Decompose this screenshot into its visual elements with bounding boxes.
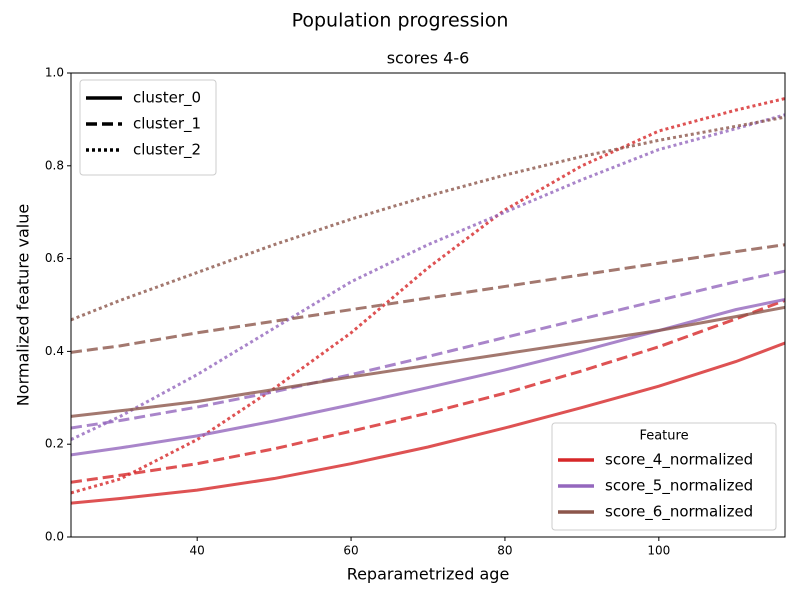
series-line bbox=[71, 297, 785, 457]
legend-box bbox=[551, 422, 777, 531]
x-tick-label: 80 bbox=[497, 544, 512, 558]
legend-label: cluster_1 bbox=[133, 115, 201, 134]
y-tick-label: 0.8 bbox=[45, 158, 64, 172]
y-tick-label: 0.0 bbox=[45, 530, 64, 544]
x-tick-label: 40 bbox=[190, 544, 205, 558]
chart-subtitle: scores 4-6 bbox=[387, 49, 470, 68]
series-line bbox=[71, 97, 785, 495]
y-tick-label: 1.0 bbox=[45, 66, 64, 80]
y-tick-label: 0.2 bbox=[45, 437, 64, 451]
series-line bbox=[71, 269, 785, 430]
legend-label: cluster_2 bbox=[133, 141, 201, 160]
legend-label: score_5_normalized bbox=[605, 477, 753, 496]
x-tick-label: 60 bbox=[343, 544, 358, 558]
series-line bbox=[71, 305, 785, 418]
chart-title: Population progression bbox=[292, 10, 509, 32]
legend-label: cluster_0 bbox=[133, 89, 201, 108]
y-tick-label: 0.4 bbox=[45, 344, 64, 358]
y-axis-label: Normalized feature value bbox=[14, 204, 33, 406]
legend-title: Feature bbox=[639, 429, 688, 444]
series-line bbox=[71, 243, 785, 354]
x-tick-label: 100 bbox=[647, 544, 670, 558]
legend-label: score_4_normalized bbox=[605, 451, 753, 470]
legend-box bbox=[79, 79, 217, 176]
plot-frame bbox=[70, 72, 786, 538]
series-line bbox=[71, 341, 785, 505]
x-axis-label: Reparametrized age bbox=[347, 565, 510, 584]
series-line bbox=[71, 298, 785, 484]
y-tick-label: 0.6 bbox=[45, 251, 64, 265]
legend-label: score_6_normalized bbox=[605, 503, 753, 522]
series-line bbox=[71, 115, 785, 322]
